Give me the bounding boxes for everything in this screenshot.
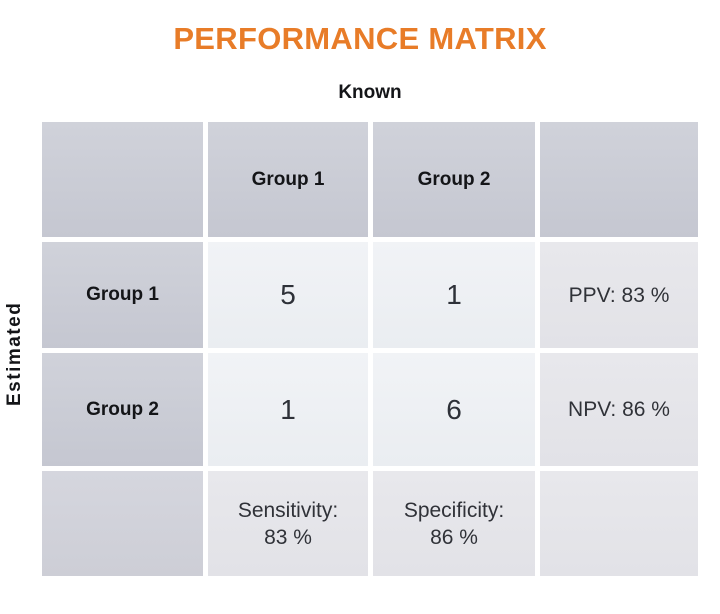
- corner-cell-bottom-right: [540, 471, 698, 576]
- specificity-cell: Specificity: 86 %: [373, 471, 535, 576]
- npv-cell: NPV: 86 %: [540, 353, 698, 466]
- ppv-cell: PPV: 83 %: [540, 242, 698, 348]
- matrix-table: Group 1 Group 2 Group 1 5 1 PPV: 83 % Gr…: [42, 122, 698, 576]
- row-header-group1-label: Group 1: [86, 284, 159, 305]
- corner-cell-top-right: [540, 122, 698, 237]
- cell-estimated1-known2-value: 1: [446, 279, 462, 310]
- cell-estimated2-known2-value: 6: [446, 393, 462, 425]
- page-title: PERFORMANCE MATRIX: [173, 21, 547, 56]
- col-header-group1-label: Group 1: [251, 168, 325, 190]
- cell-estimated2-known1-value: 1: [280, 393, 296, 425]
- cell-estimated1-known1-value: 5: [280, 279, 296, 310]
- col-header-group1: Group 1: [208, 122, 368, 237]
- row-header-group2: Group 2: [42, 353, 203, 466]
- specificity-label: Specificity:: [403, 498, 505, 522]
- estimated-axis-label: Estimated: [4, 301, 25, 407]
- sensitivity-label: Sensitivity:: [237, 498, 339, 522]
- cell-estimated2-known2: 6: [373, 353, 535, 466]
- col-header-group2-label: Group 2: [417, 168, 491, 190]
- sensitivity-cell: Sensitivity: 83 %: [208, 471, 368, 576]
- specificity-value: 86 %: [430, 525, 478, 549]
- sensitivity-value: 83 %: [264, 525, 312, 549]
- cell-estimated1-known1: 5: [208, 242, 368, 348]
- row-header-group1: Group 1: [42, 242, 203, 348]
- corner-cell-top-left: [42, 122, 203, 237]
- row-header-group2-label: Group 2: [86, 398, 159, 420]
- npv-value: NPV: 86 %: [568, 398, 670, 421]
- corner-cell-bottom-left: [42, 471, 203, 576]
- col-header-group2: Group 2: [373, 122, 535, 237]
- known-axis-label: Known: [338, 82, 402, 103]
- cell-estimated1-known2: 1: [373, 242, 535, 348]
- cell-estimated2-known1: 1: [208, 353, 368, 466]
- ppv-value: PPV: 83 %: [568, 283, 670, 307]
